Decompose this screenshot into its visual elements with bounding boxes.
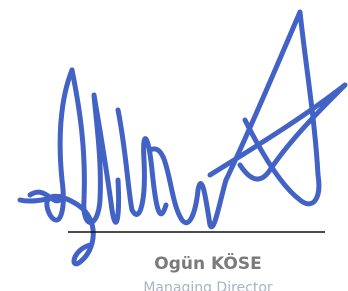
signature-stroke [210, 85, 345, 179]
signature-stroke [226, 12, 319, 204]
signature-stroke [72, 70, 119, 223]
signature-stroke [118, 110, 166, 214]
signer-title: Managing Director [88, 280, 328, 291]
signature-block: Ogün KÖSE Managing Director [0, 0, 348, 291]
signer-name: Ogün KÖSE [88, 254, 328, 274]
signature-drawing [0, 0, 348, 291]
signature-stroke [20, 192, 62, 201]
